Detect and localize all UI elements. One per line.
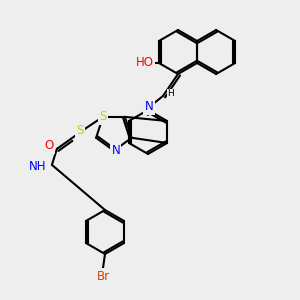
Text: N: N [112, 144, 120, 157]
Text: S: S [76, 124, 84, 137]
Text: HO: HO [136, 56, 154, 70]
Text: H: H [168, 89, 174, 98]
Text: N: N [145, 100, 153, 113]
Text: NH: NH [29, 160, 47, 173]
Text: Br: Br [96, 269, 110, 283]
Text: O: O [44, 140, 53, 152]
Text: S: S [99, 110, 106, 123]
